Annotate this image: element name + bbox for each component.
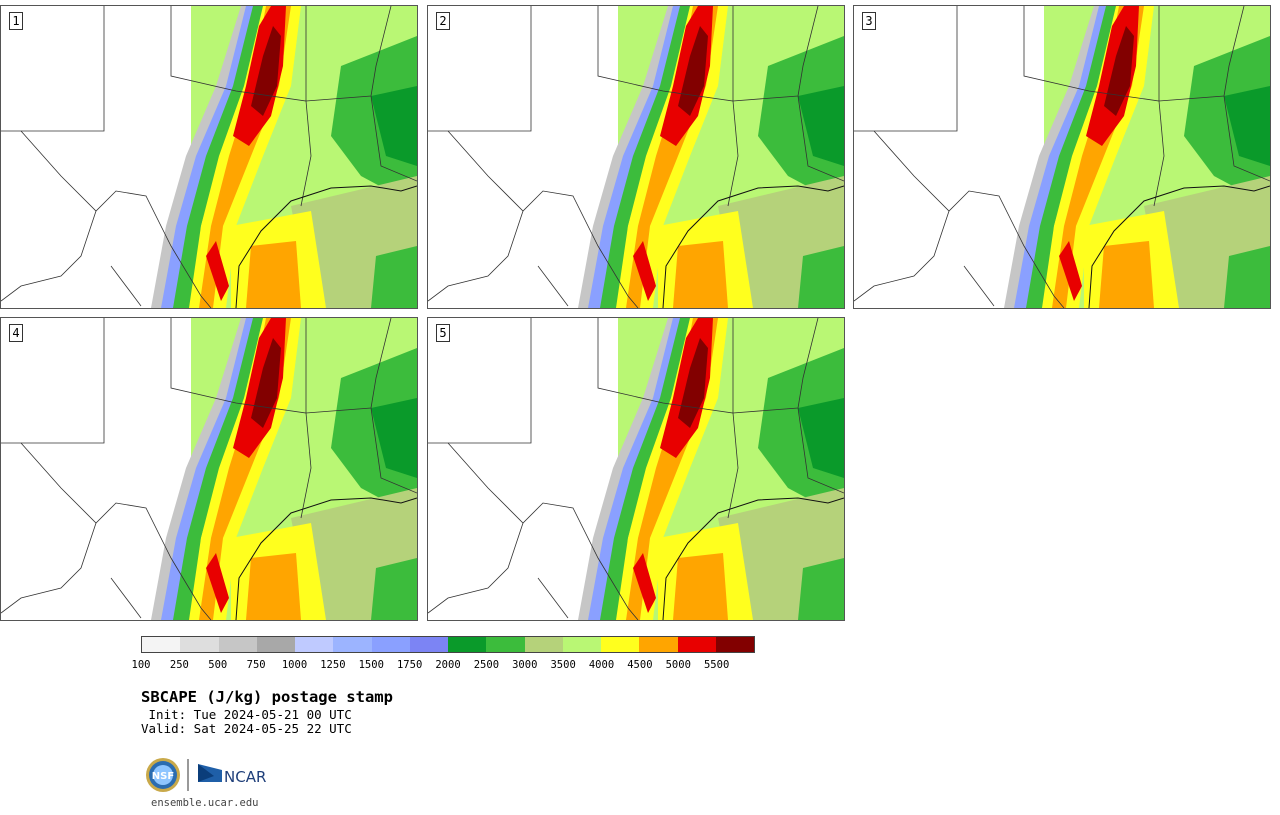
colorbar-segment bbox=[601, 637, 640, 652]
colorbar-tick-label: 4000 bbox=[588, 659, 615, 671]
colorbar-tick-label: 2000 bbox=[435, 659, 461, 671]
ncar-logo: NCAR bbox=[224, 768, 266, 786]
colorbar-segment bbox=[639, 637, 678, 652]
colorbar-tick-label: 4500 bbox=[627, 659, 653, 671]
colorbar-segment bbox=[256, 637, 295, 652]
colorbar-segment bbox=[333, 637, 372, 652]
colorbar bbox=[141, 636, 755, 653]
colorbar-tick-label: 3000 bbox=[512, 659, 538, 671]
colorbar-tick-label: 100 bbox=[131, 659, 151, 671]
colorbar-segment bbox=[142, 637, 181, 652]
colorbar-segment bbox=[218, 637, 257, 652]
ensemble-panel-5: 5 bbox=[427, 317, 845, 621]
sbcape-map bbox=[428, 6, 844, 308]
sbcape-map bbox=[1, 318, 417, 620]
colorbar-tick-label: 3500 bbox=[550, 659, 576, 671]
colorbar-segment bbox=[715, 637, 754, 652]
colorbar-segment bbox=[448, 637, 487, 652]
panel-label: 5 bbox=[436, 324, 450, 342]
ensemble-panel-1: 1 bbox=[0, 5, 418, 309]
ensemble-panel-2: 2 bbox=[427, 5, 845, 309]
panel-label: 2 bbox=[436, 12, 450, 30]
nsf-ncar-logo: NSF NCAR bbox=[144, 756, 274, 798]
colorbar-tick-label: 250 bbox=[169, 659, 189, 671]
colorbar-tick-label: 1000 bbox=[281, 659, 308, 671]
colorbar-tick-label: 500 bbox=[208, 659, 228, 671]
colorbar-segment bbox=[180, 637, 219, 652]
colorbar-tick-label: 1750 bbox=[396, 659, 423, 671]
colorbar-tick-label: 5000 bbox=[665, 659, 691, 671]
colorbar-segment bbox=[677, 637, 716, 652]
ensemble-panel-4: 4 bbox=[0, 317, 418, 621]
ensemble-panel-3: 3 bbox=[853, 5, 1271, 309]
colorbar-segment bbox=[409, 637, 448, 652]
colorbar-segment bbox=[524, 637, 563, 652]
colorbar-segment bbox=[371, 637, 410, 652]
colorbar-tick-label: 1250 bbox=[320, 659, 346, 671]
colorbar-tick-label: 1500 bbox=[358, 659, 384, 671]
colorbar-ticks: 100 250 500 750 1000 1250 1500 1750 2000 2500 3000… bbox=[132, 659, 755, 673]
sbcape-map bbox=[428, 318, 844, 620]
colorbar-tick-label: 750 bbox=[246, 659, 266, 671]
sbcape-map bbox=[1, 6, 417, 308]
colorbar-tick-label: 2500 bbox=[473, 659, 500, 671]
plot-title: SBCAPE (J/kg) postage stamp bbox=[141, 688, 393, 706]
colorbar-segment bbox=[486, 637, 525, 652]
sbcape-map bbox=[854, 6, 1270, 308]
panel-label: 3 bbox=[862, 12, 876, 30]
panel-label: 4 bbox=[9, 324, 23, 342]
init-time: Init: Tue 2024-05-21 00 UTC bbox=[141, 707, 352, 722]
colorbar-tick-label: 5500 bbox=[703, 659, 730, 671]
colorbar-segment bbox=[295, 637, 334, 652]
valid-time: Valid: Sat 2024-05-25 22 UTC bbox=[141, 721, 352, 736]
panel-label: 1 bbox=[9, 12, 23, 30]
colorbar-segment bbox=[562, 637, 601, 652]
footer-url: ensemble.ucar.edu bbox=[151, 797, 259, 809]
nsf-logo: NSF bbox=[152, 771, 174, 782]
